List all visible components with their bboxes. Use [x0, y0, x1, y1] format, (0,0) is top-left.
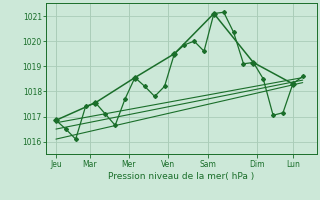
X-axis label: Pression niveau de la mer( hPa ): Pression niveau de la mer( hPa )	[108, 172, 254, 181]
